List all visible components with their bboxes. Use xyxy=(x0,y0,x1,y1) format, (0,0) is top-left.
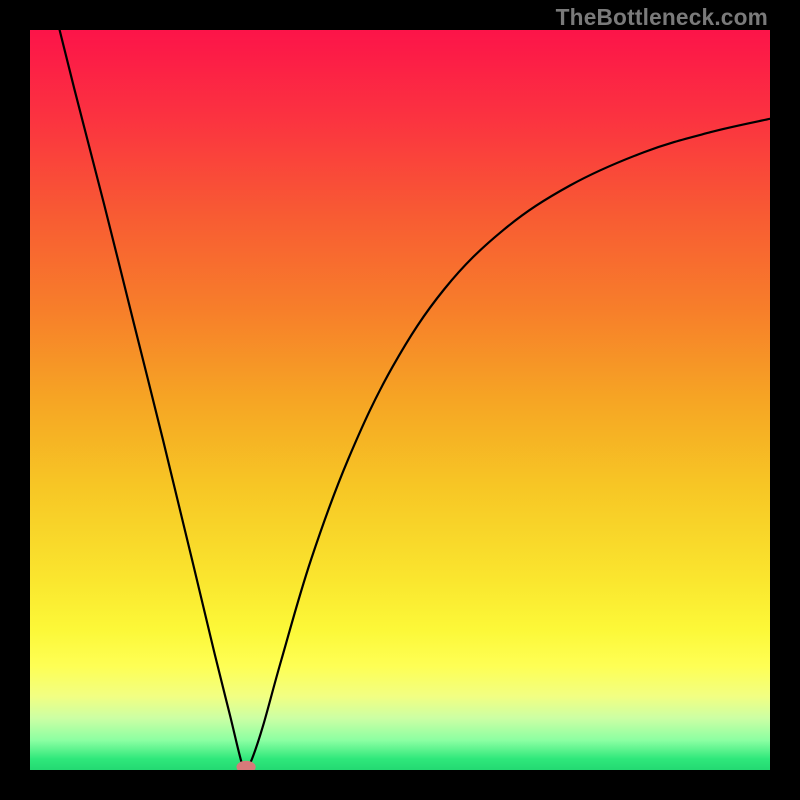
chart-frame: TheBottleneck.com xyxy=(0,0,800,800)
chart-svg xyxy=(30,30,770,770)
chart-background xyxy=(30,30,770,770)
watermark-text: TheBottleneck.com xyxy=(556,4,768,31)
plot-area xyxy=(30,30,770,770)
